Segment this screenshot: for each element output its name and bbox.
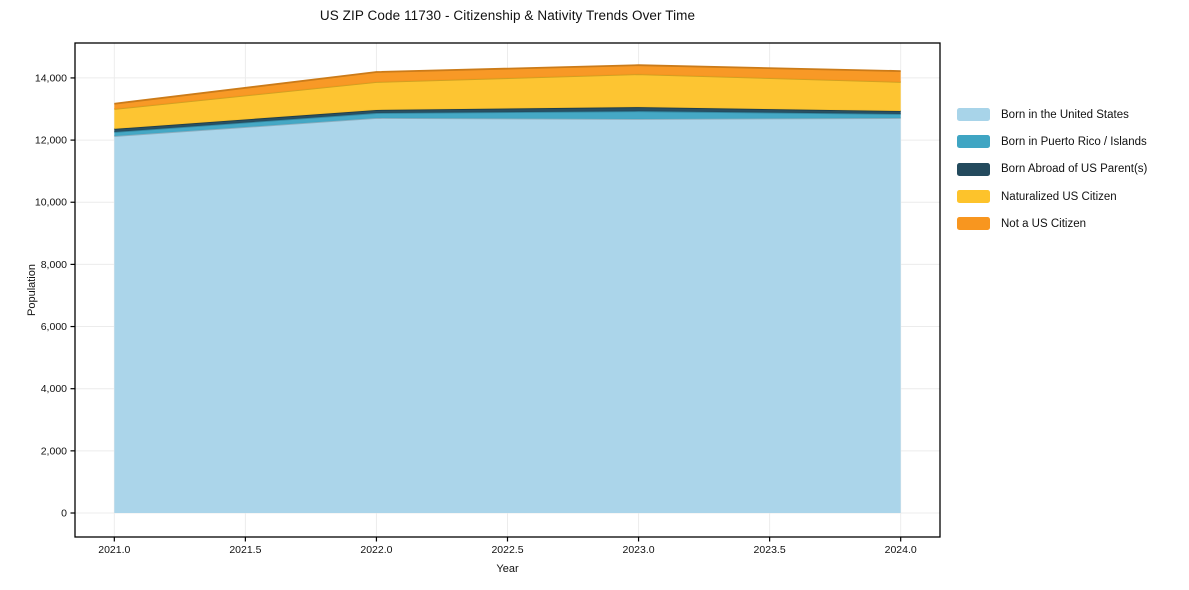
legend-item: Not a US Citizen <box>957 210 1147 237</box>
x-axis-label: Year <box>496 563 519 575</box>
y-axis-label-wrap: Population <box>22 230 40 350</box>
area-edge <box>114 106 901 130</box>
legend-label: Born Abroad of US Parent(s) <box>1001 163 1148 176</box>
area-series <box>114 118 901 514</box>
area-series <box>114 74 901 129</box>
x-tick-label: 2023.0 <box>622 544 654 556</box>
x-tick-label: 2021.5 <box>229 544 261 556</box>
legend-label: Not a US Citizen <box>1001 217 1087 230</box>
legend: Born in the United States Born in Puerto … <box>957 101 1147 237</box>
y-tick-label: 10,000 <box>35 197 67 209</box>
legend-label: Born in the United States <box>1001 108 1129 121</box>
y-tick-label: 14,000 <box>35 72 67 84</box>
legend-item: Born Abroad of US Parent(s) <box>957 156 1147 183</box>
legend-swatch <box>957 108 990 122</box>
legend-item: Born in the United States <box>957 101 1147 128</box>
legend-swatch <box>957 190 990 204</box>
x-tick-label: 2024.0 <box>885 544 917 556</box>
legend-item: Born in Puerto Rico / Islands <box>957 128 1147 155</box>
y-axis-label: Population <box>26 264 38 316</box>
area-edge <box>114 73 901 110</box>
x-tick-label: 2022.0 <box>360 544 392 556</box>
legend-swatch <box>957 162 990 176</box>
x-tick-label: 2022.5 <box>491 544 523 556</box>
legend-label: Naturalized US Citizen <box>1001 190 1117 203</box>
y-tick-label: 0 <box>61 508 67 520</box>
y-tick-label: 6,000 <box>41 321 67 333</box>
legend-swatch <box>957 217 990 231</box>
area-edge <box>114 64 901 105</box>
legend-item: Naturalized US Citizen <box>957 183 1147 210</box>
area-edge <box>114 110 901 133</box>
y-tick-label: 2,000 <box>41 445 67 457</box>
chart-title: US ZIP Code 11730 - Citizenship & Nativi… <box>319 8 696 23</box>
x-tick-label: 2021.0 <box>98 544 130 556</box>
legend-label: Born in Puerto Rico / Islands <box>1001 135 1147 148</box>
legend-swatch <box>957 135 990 149</box>
area-series <box>114 111 901 137</box>
y-tick-label: 4,000 <box>41 383 67 395</box>
y-tick-label: 12,000 <box>35 135 67 147</box>
x-tick-label: 2023.5 <box>754 544 786 556</box>
y-tick-label: 8,000 <box>41 259 67 271</box>
